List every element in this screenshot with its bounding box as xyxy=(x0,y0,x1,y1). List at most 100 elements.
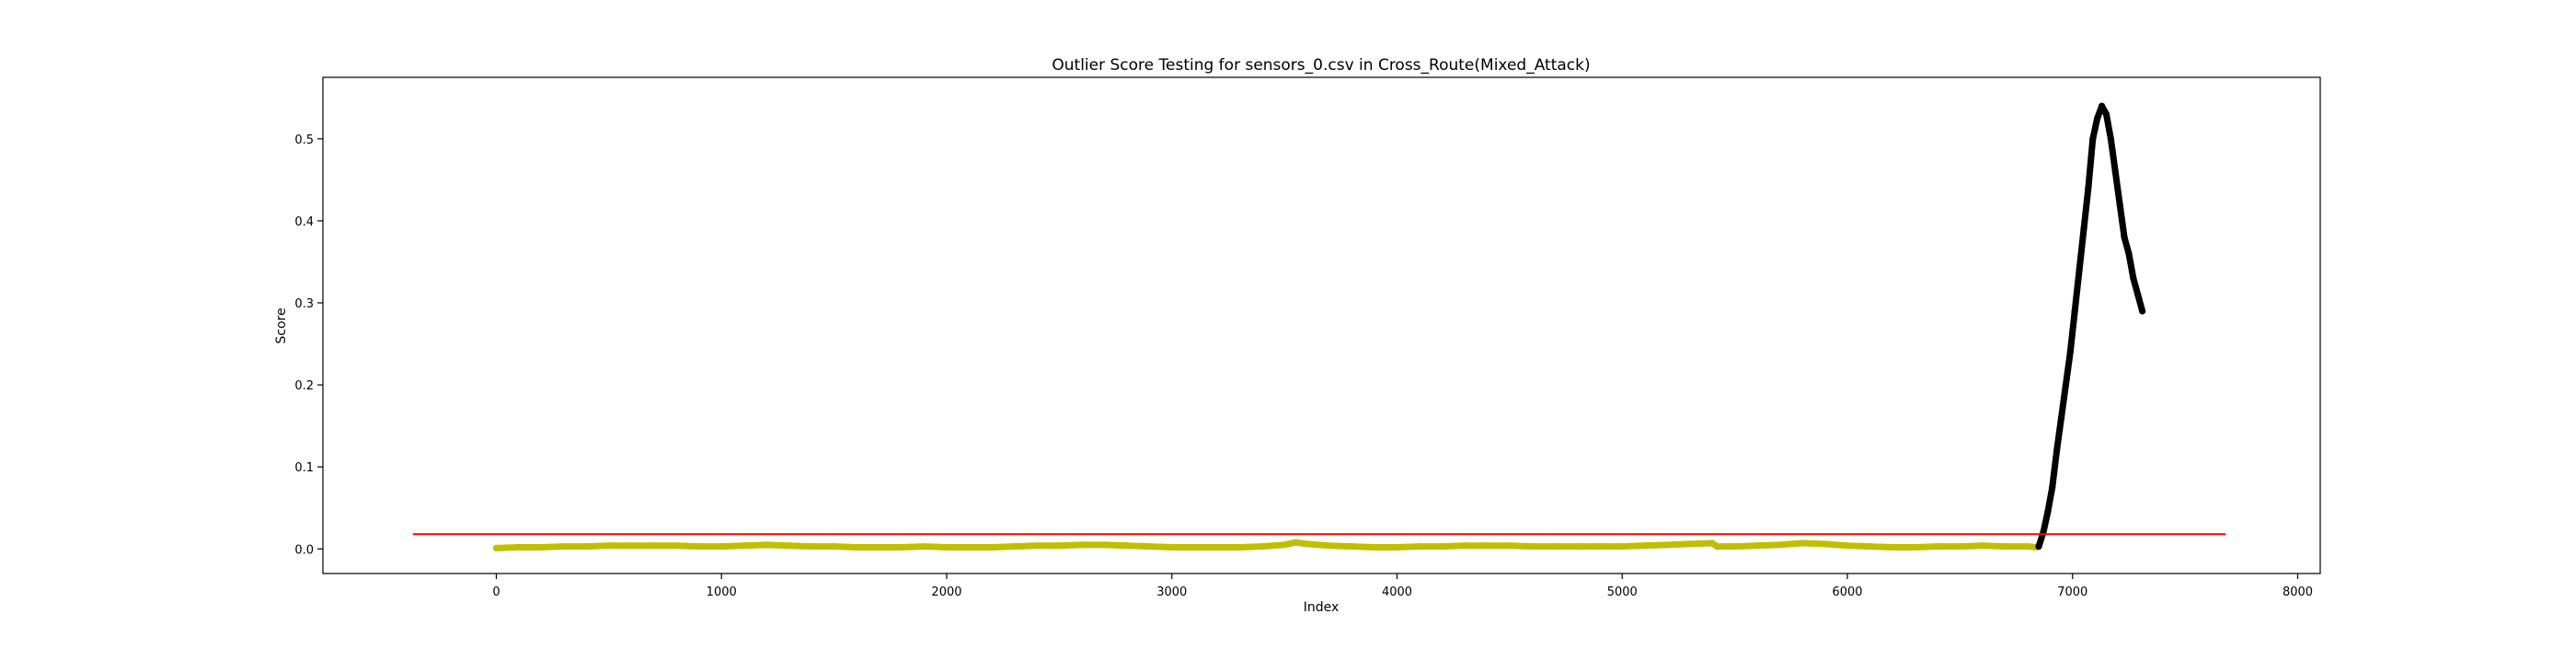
series-0-point-45 xyxy=(1483,542,1490,550)
series-1-point-9 xyxy=(2076,266,2083,273)
series-0-point-64 xyxy=(1889,543,1896,551)
series-0-point-20 xyxy=(943,543,950,551)
series-0-point-60 xyxy=(1799,539,1806,547)
y-tick-label-2: 0.2 xyxy=(294,379,314,393)
series-0-point-40 xyxy=(1371,543,1378,551)
series-1-point-21 xyxy=(2130,274,2137,282)
series-1-point-12 xyxy=(2089,135,2097,143)
series-1-point-2 xyxy=(2044,508,2052,516)
series-0-point-66 xyxy=(1934,543,1941,550)
series-0-point-30 xyxy=(1168,543,1176,551)
series-0-point-37 xyxy=(1303,540,1311,548)
series-0-point-51 xyxy=(1618,543,1626,550)
x-tick-label-2: 2000 xyxy=(931,585,961,599)
x-axis-label: Index xyxy=(1304,600,1340,615)
series-0-point-43 xyxy=(1438,543,1446,550)
series-0-point-65 xyxy=(1911,543,1919,551)
series-0-point-57 xyxy=(1731,543,1739,550)
series-1-point-22 xyxy=(2134,291,2142,298)
series-0-line xyxy=(492,539,2041,551)
x-tick-label-7: 7000 xyxy=(2057,585,2087,599)
x-tick-label-8: 8000 xyxy=(2283,585,2313,599)
series-0-point-59 xyxy=(1776,541,1784,549)
series-1-point-19 xyxy=(2121,234,2128,241)
series-0-point-4 xyxy=(582,543,590,550)
y-tick-label-5: 0.5 xyxy=(294,133,314,147)
series-0-point-7 xyxy=(650,542,658,550)
series-1-point-10 xyxy=(2080,226,2087,233)
series-0-point-35 xyxy=(1281,541,1288,549)
series-0-point-68 xyxy=(1979,542,1986,550)
series-0-point-10 xyxy=(718,543,725,550)
series-1-point-7 xyxy=(2066,348,2074,356)
y-tick-label-1: 0.1 xyxy=(294,461,314,475)
x-tick-label-6: 6000 xyxy=(1832,585,1862,599)
series-0-point-34 xyxy=(1259,543,1266,550)
data-layer xyxy=(412,102,2226,551)
series-0-point-6 xyxy=(627,542,635,550)
series-1-point-5 xyxy=(2057,414,2065,422)
series-0-point-21 xyxy=(965,543,973,551)
series-0-point-27 xyxy=(1100,541,1108,549)
y-axis-label: Score xyxy=(274,307,289,343)
series-1-point-8 xyxy=(2071,307,2078,315)
y-tick-label-3: 0.3 xyxy=(294,297,314,311)
x-tick-label-0: 0 xyxy=(492,585,500,599)
series-0-point-8 xyxy=(673,542,680,550)
series-0-point-32 xyxy=(1213,543,1221,551)
series-0-point-14 xyxy=(808,543,815,550)
series-0-point-13 xyxy=(786,542,793,550)
chart-title: Outlier Score Testing for sensors_0.csv … xyxy=(1052,56,1590,75)
series-0-point-9 xyxy=(696,543,703,550)
series-0-point-61 xyxy=(1821,540,1829,548)
series-0-point-69 xyxy=(2001,543,2008,550)
series-0-point-5 xyxy=(605,542,613,550)
series-1-point-15 xyxy=(2102,110,2110,118)
series-0-point-67 xyxy=(1956,543,1963,550)
series-0-point-54 xyxy=(1686,540,1694,548)
series-0-point-24 xyxy=(1033,542,1041,550)
series-1-point-0 xyxy=(2035,543,2042,550)
series-1-point-14 xyxy=(2098,102,2106,110)
series-0-point-42 xyxy=(1416,543,1423,550)
x-tick-label-5: 5000 xyxy=(1607,585,1638,599)
series-0-point-62 xyxy=(1844,542,1851,550)
x-tick-label-3: 3000 xyxy=(1156,585,1187,599)
series-1-point-16 xyxy=(2107,135,2114,143)
series-0-point-39 xyxy=(1348,543,1356,550)
series-0-point-29 xyxy=(1145,543,1153,550)
y-tick-label-0: 0.0 xyxy=(294,543,314,557)
series-0-point-11 xyxy=(741,542,748,550)
series-0-point-28 xyxy=(1123,542,1131,550)
series-0-point-19 xyxy=(920,543,928,550)
series-0-point-26 xyxy=(1078,541,1086,549)
series-0-point-53 xyxy=(1663,541,1671,549)
series-1-point-20 xyxy=(2125,249,2133,258)
series-0-point-2 xyxy=(537,543,546,551)
series-0-point-49 xyxy=(1573,543,1581,550)
series-0-point-58 xyxy=(1754,542,1761,550)
x-tick-label-4: 4000 xyxy=(1382,585,1412,599)
series-0-point-46 xyxy=(1506,542,1513,550)
series-0-point-0 xyxy=(492,544,500,551)
series-0-point-38 xyxy=(1326,542,1333,550)
series-1-line xyxy=(2035,102,2146,550)
series-0-point-18 xyxy=(898,543,905,551)
series-0-point-63 xyxy=(1866,543,1874,550)
series-0-point-52 xyxy=(1641,542,1649,550)
series-1-point-4 xyxy=(2053,446,2061,454)
series-0-point-1 xyxy=(515,543,523,551)
series-1-point-3 xyxy=(2049,483,2056,492)
series-0-point-41 xyxy=(1393,543,1401,551)
y-tick-label-4: 0.4 xyxy=(294,215,314,229)
series-1-point-13 xyxy=(2094,114,2101,122)
series-1-point-6 xyxy=(2062,381,2070,388)
x-tick-label-1: 1000 xyxy=(707,585,737,599)
series-0-point-47 xyxy=(1528,543,1535,550)
series-0-point-3 xyxy=(560,543,568,550)
series-0-point-12 xyxy=(763,541,770,549)
series-0-point-36 xyxy=(1292,539,1299,546)
series-0-point-44 xyxy=(1461,542,1468,550)
